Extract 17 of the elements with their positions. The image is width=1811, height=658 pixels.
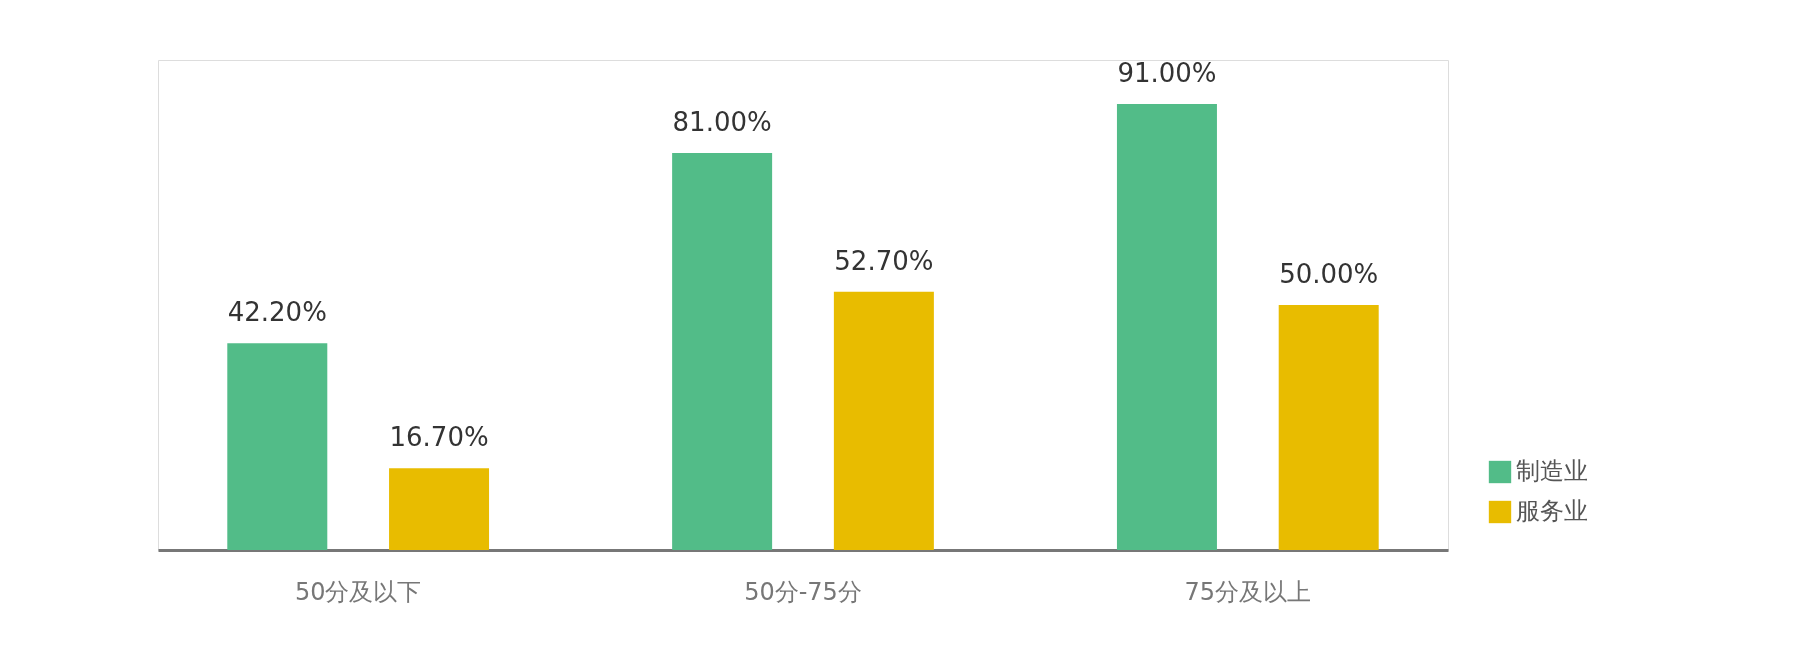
bar: [1278, 305, 1379, 550]
bar: [389, 468, 490, 550]
legend-label: 制造业: [1516, 457, 1588, 485]
data-label: 52.70%: [834, 245, 934, 276]
x-tick-label: 75分及以上: [1184, 577, 1312, 606]
legend-label: 服务业: [1516, 497, 1588, 525]
data-label: 81.00%: [672, 107, 772, 138]
bar: [672, 153, 773, 550]
x-tick-label: 50分及以下: [294, 577, 422, 606]
data-label: 50.00%: [1279, 259, 1379, 289]
bar: [227, 343, 328, 550]
data-label: 16.70%: [389, 422, 489, 453]
data-label: 91.00%: [1117, 58, 1217, 89]
bar: [1116, 104, 1217, 550]
x-tick-label: 50分-75分: [744, 577, 862, 606]
data-label: 42.20%: [227, 297, 327, 328]
bar: [833, 291, 934, 550]
